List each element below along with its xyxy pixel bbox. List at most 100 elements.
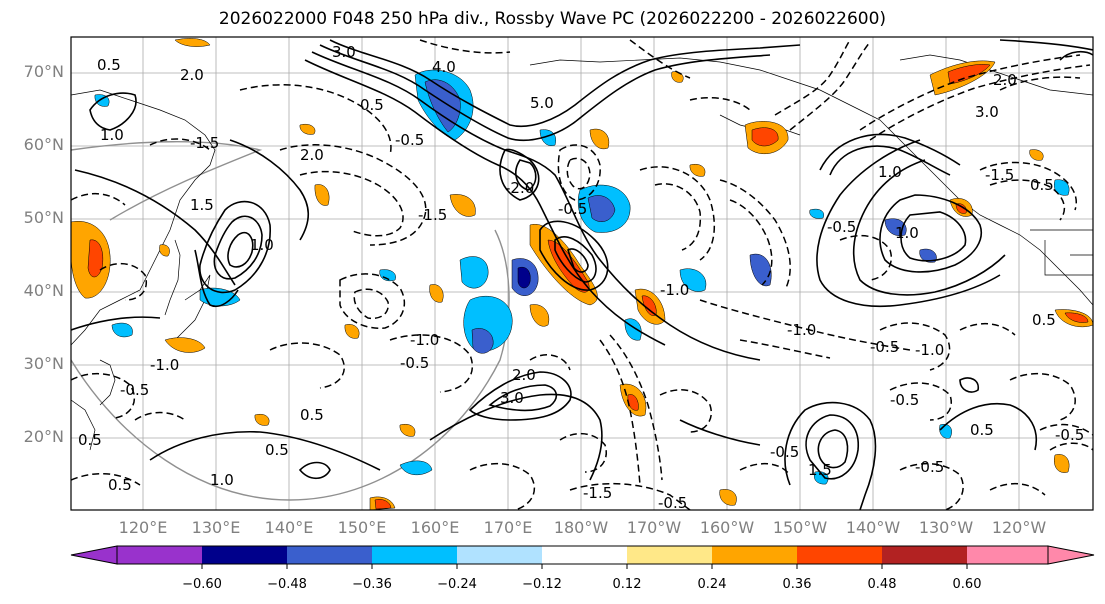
colorbar-segment	[457, 546, 542, 564]
contour-label: 1.0	[895, 224, 919, 242]
colorbar-segment	[797, 546, 882, 564]
contour-label: -1.0	[915, 341, 944, 359]
colorbar-segment	[287, 546, 372, 564]
contour-label: -1.5	[190, 134, 219, 152]
contour-label: 0.5	[78, 431, 102, 449]
colorbar-tick-label: 0.60	[952, 577, 982, 592]
contour-label: -2.0	[505, 179, 534, 197]
contour-label: 3.0	[500, 389, 524, 407]
contour-label: 3.0	[332, 43, 356, 61]
lon-label: 140°W	[845, 518, 901, 537]
contour-label: -0.5	[658, 494, 687, 512]
contour-label: 2.0	[180, 66, 204, 84]
lon-label: 180°W	[553, 518, 609, 537]
colorbar-tick-label: −0.48	[267, 577, 307, 592]
contour-label: 1.5	[190, 196, 214, 214]
lat-label: 40°N	[23, 281, 64, 300]
map-title: 2026022000 F048 250 hPa div., Rossby Wav…	[218, 9, 887, 29]
colorbar-tick-label: 0.48	[867, 577, 897, 592]
colorbar-tick-label: 0.24	[697, 577, 727, 592]
contour-label: 1.0	[210, 471, 234, 489]
contour-label: -0.5	[120, 381, 149, 399]
contour-label: -1.0	[150, 356, 179, 374]
colorbar-segment	[117, 546, 202, 564]
rwpc-outline	[71, 141, 510, 501]
lat-label: 70°N	[23, 62, 64, 81]
colorbar-segment	[372, 546, 457, 564]
lon-label: 150°W	[772, 518, 828, 537]
contour-label: 4.0	[432, 58, 456, 76]
lon-label: 160°W	[699, 518, 755, 537]
colorbar-under-arrow	[70, 545, 118, 565]
lon-label: 160°E	[410, 518, 460, 537]
colorbar-frame	[116, 545, 1049, 565]
lon-label: 120°W	[991, 518, 1047, 537]
contour-label: -0.5	[870, 338, 899, 356]
coastlines	[71, 54, 1093, 451]
colorbar-segment	[202, 546, 287, 564]
colorbar-tick-label: −0.36	[352, 577, 392, 592]
map-frame	[70, 36, 1094, 511]
contour-label: 1.0	[100, 126, 124, 144]
lon-label: 120°E	[118, 518, 168, 537]
map-plot-area: 3.0 2.0 1.0 0.5 5.0 4.0 1.5 1.0 0.5 2.0 …	[71, 37, 1093, 512]
contour-label: -0.5	[915, 458, 944, 476]
positive-contours	[71, 39, 1093, 510]
contour-label: 0.5	[97, 56, 121, 74]
contour-label: -0.5	[890, 391, 919, 409]
colorbar-tick-label: −0.12	[522, 577, 562, 592]
contour-label: 0.5	[265, 441, 289, 459]
colorbar-tick-label: −0.24	[437, 577, 477, 592]
contour-label: -0.5	[1055, 426, 1084, 444]
colorbar-segment	[712, 546, 797, 564]
contour-label: -1.0	[787, 321, 816, 339]
contour-label: -0.5	[395, 131, 424, 149]
colorbar-over-arrow	[1047, 545, 1095, 565]
colorbar-segment	[882, 546, 967, 564]
contour-labels: 3.0 2.0 1.0 0.5 5.0 4.0 1.5 1.0 0.5 2.0 …	[78, 43, 1084, 512]
contour-label: 0.5	[108, 476, 132, 494]
contour-label: 2.0	[300, 146, 324, 164]
contour-label: -0.5	[558, 200, 587, 218]
contour-label: 2.0	[993, 71, 1017, 89]
contour-label: 0.5	[970, 421, 994, 439]
colorbar-tick-label: 0.36	[782, 577, 812, 592]
contour-label: -1.5	[583, 484, 612, 502]
contour-label: -1.5	[985, 166, 1014, 184]
lat-label: 20°N	[23, 427, 64, 446]
contour-label: -0.5	[400, 354, 429, 372]
colorbar-tick-label: −0.60	[182, 577, 222, 592]
lon-label: 130°W	[918, 518, 974, 537]
lat-label: 30°N	[23, 354, 64, 373]
contour-label: 1.0	[878, 163, 902, 181]
contour-label: -1.0	[660, 281, 689, 299]
colorbar-segment	[967, 546, 1048, 564]
contour-label: -0.5	[827, 218, 856, 236]
lon-label: 130°E	[191, 518, 241, 537]
contour-label: 0.5	[1030, 176, 1054, 194]
contour-label: 1.5	[808, 461, 832, 479]
contour-label: -1.5	[418, 206, 447, 224]
colorbar-segment	[542, 546, 627, 564]
lon-label: 150°E	[337, 518, 387, 537]
negative-contours	[71, 39, 1093, 510]
lon-label: 140°E	[264, 518, 314, 537]
contour-label: 2.0	[512, 366, 536, 384]
colorbar-tick-label: 0.12	[612, 577, 642, 592]
lon-label: 170°W	[626, 518, 682, 537]
contour-label: 0.5	[360, 96, 384, 114]
colorbar-ticks	[201, 564, 968, 569]
lat-label: 50°N	[23, 208, 64, 227]
lon-label: 170°E	[483, 518, 533, 537]
contour-label: 1.0	[250, 236, 274, 254]
lat-label: 60°N	[23, 135, 64, 154]
contour-label: -0.5	[770, 443, 799, 461]
contour-label: 0.5	[300, 406, 324, 424]
divergence-shading	[71, 38, 1093, 510]
colorbar-segment	[627, 546, 712, 564]
contour-label: 5.0	[530, 94, 554, 112]
contour-label: 3.0	[975, 103, 999, 121]
contour-label: -1.0	[410, 331, 439, 349]
colorbar	[70, 545, 1095, 569]
